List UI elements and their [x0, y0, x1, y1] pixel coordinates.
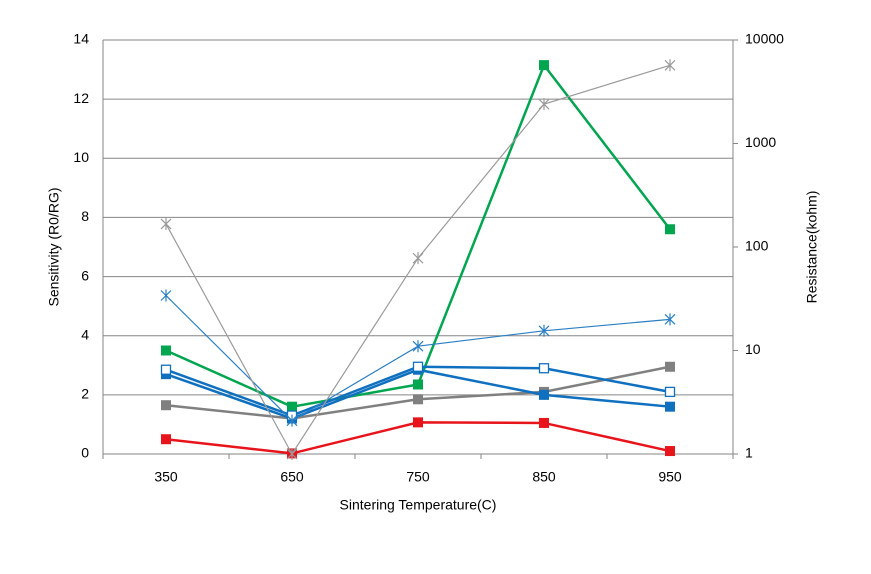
marker	[665, 401, 675, 412]
marker	[664, 313, 676, 326]
marker	[161, 434, 171, 445]
y2-tick-label: 10000	[745, 31, 784, 47]
y-tick-label: 10	[73, 149, 89, 165]
y-tick-label: 8	[81, 208, 89, 224]
marker	[160, 289, 172, 302]
y2-tick-label: 10	[745, 341, 761, 357]
marker	[539, 389, 549, 400]
marker	[412, 340, 424, 353]
marker	[539, 60, 549, 71]
marker	[412, 252, 424, 265]
marker	[161, 345, 171, 356]
y-tick-label: 2	[81, 386, 89, 402]
x-tick-label: 350	[154, 469, 178, 485]
marker	[412, 361, 424, 372]
marker	[286, 414, 298, 427]
y-tick-label: 12	[73, 90, 89, 106]
y2-tick-label: 100	[745, 238, 769, 254]
x-tick-label: 750	[406, 469, 430, 485]
marker	[413, 394, 423, 405]
y2-tick-label: 1000	[745, 134, 776, 150]
marker	[538, 363, 550, 374]
marker	[665, 224, 675, 235]
marker	[538, 98, 550, 111]
y-tick-label: 14	[73, 31, 89, 47]
x-axis-title: Sintering Temperature(C)	[340, 497, 497, 513]
y-axis-title: Sensitivity (R0/RG)	[46, 187, 62, 306]
marker	[665, 361, 675, 372]
y-tick-label: 0	[81, 445, 89, 461]
y-tick-label: 4	[81, 326, 89, 342]
marker	[664, 386, 676, 398]
marker	[160, 217, 172, 230]
marker	[413, 379, 423, 390]
marker	[413, 417, 423, 428]
marker	[539, 417, 549, 428]
marker	[161, 400, 171, 411]
x-tick-label: 850	[532, 469, 556, 485]
marker	[287, 401, 297, 412]
x-tick-label: 650	[280, 469, 304, 485]
marker	[665, 446, 675, 457]
y2-tick-label: 1	[745, 445, 753, 461]
marker	[538, 324, 550, 337]
marker	[664, 59, 676, 72]
marker	[286, 448, 298, 460]
x-tick-label: 950	[658, 469, 682, 485]
y-tick-label: 6	[81, 267, 89, 283]
y2-axis-title: Resistance(kohm)	[804, 191, 820, 304]
marker	[160, 364, 172, 375]
